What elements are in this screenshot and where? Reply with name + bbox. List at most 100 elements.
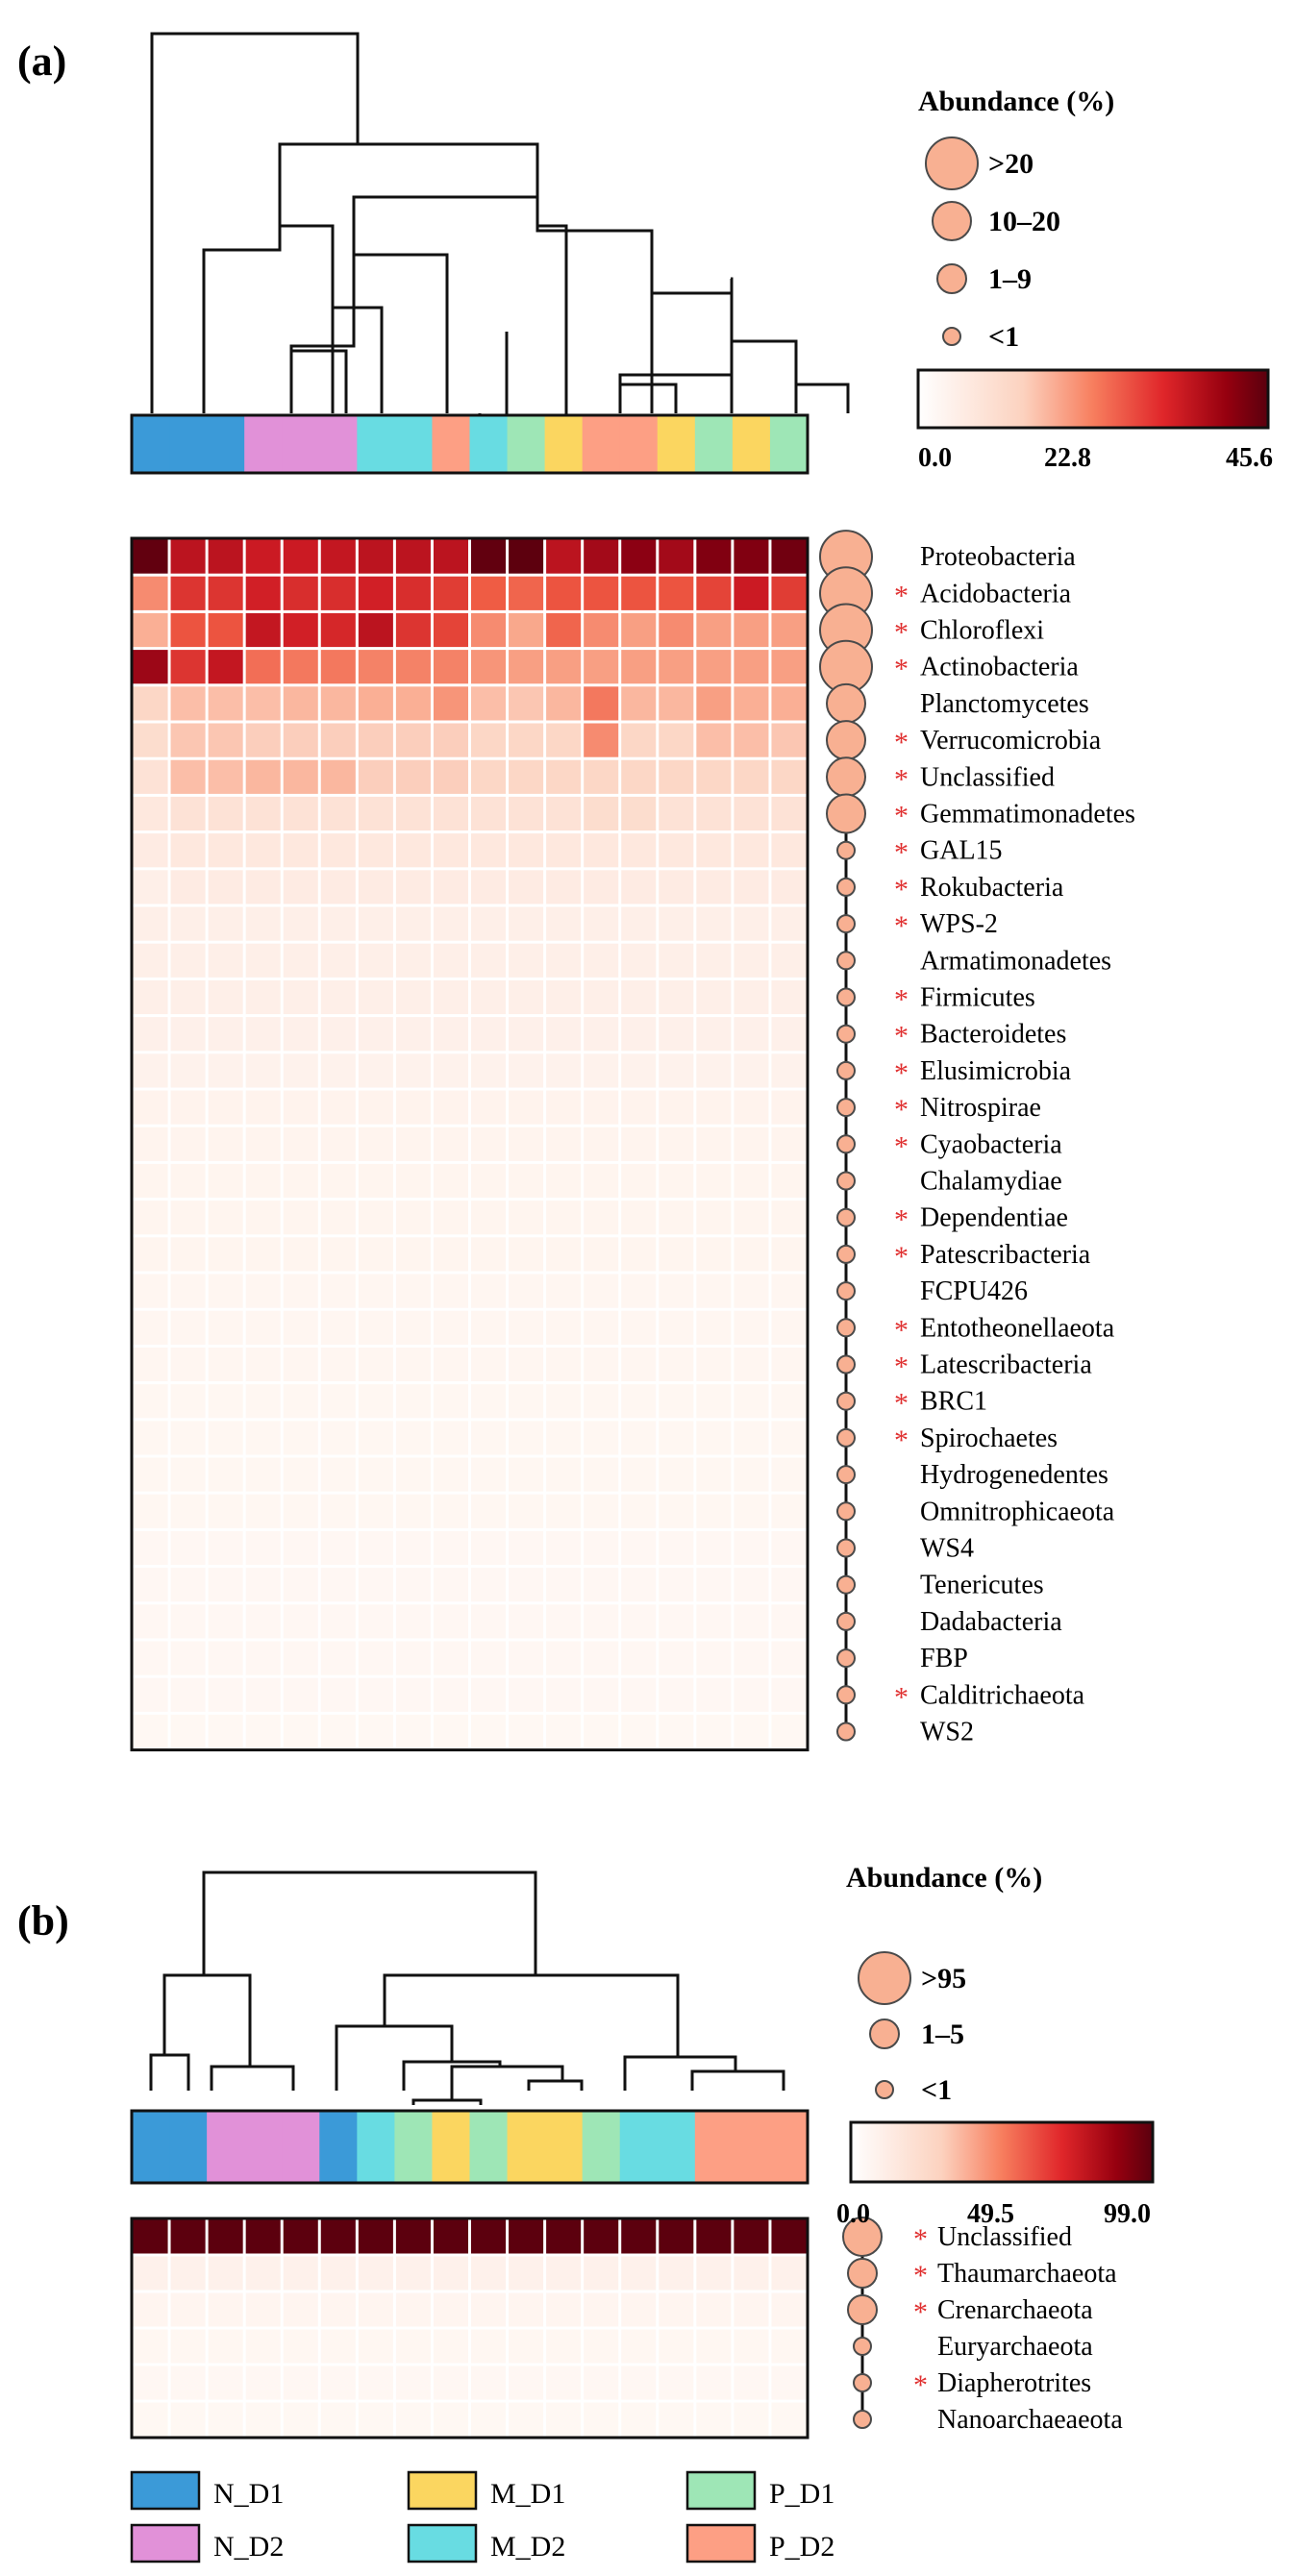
heatmap-cell [471,2365,507,2400]
heatmap-cell [509,1714,544,1749]
heatmap-cell [133,2219,168,2254]
dendrogram-a [150,32,850,425]
heatmap-cell [283,1053,318,1088]
heatmap-cell [358,1677,393,1712]
sample-group-bar-b [130,2109,809,2185]
heatmap-cell [170,1604,206,1639]
heatmap-cell [734,612,769,648]
heatmap-cell [659,1457,694,1492]
heatmap-cell [320,1274,356,1308]
heatmap-cell [771,2329,807,2364]
heatmap-cell [471,943,507,978]
heatmap-cell [245,1274,281,1308]
heatmap-cell [621,1641,657,1675]
heatmap-cell [621,1163,657,1199]
heatmap-cell [283,2219,318,2254]
heatmap-cell [283,650,318,684]
heatmap-cell [509,1421,544,1455]
heatmap-cell [584,1530,619,1566]
heatmap-cell [584,1384,619,1419]
heatmap-cell [133,576,168,610]
heatmap-cell [546,1201,582,1235]
heatmap-cell [584,723,619,757]
heatmap-cell [320,2256,356,2291]
heatmap-cell [170,1053,206,1088]
heatmap-cell [546,1017,582,1052]
heatmap-cell [734,1494,769,1528]
heatmap-cell [245,796,281,831]
heatmap-cell [133,1421,168,1455]
heatmap-cell [395,1237,431,1272]
heatmap-cell [358,2402,393,2437]
sample-group-cell [544,415,584,473]
heatmap-cell [358,1568,393,1602]
heatmap-cell [133,1090,168,1125]
heatmap-cell [320,2329,356,2364]
abundance-bubble [836,1024,856,1044]
heatmap-cell [471,1530,507,1566]
abundance-bubble [847,2294,878,2325]
heatmap-cell [283,1604,318,1639]
heatmap-cell [471,1090,507,1125]
heatmap-cell [170,2219,206,2254]
phylum-label: Actinobacteria [920,653,1079,682]
sample-group-cell [657,415,696,473]
heatmap-cell [433,2329,468,2364]
heatmap-cell [245,1604,281,1639]
heatmap-border [130,536,809,1752]
abundance-bubble [826,756,866,798]
heatmap-cell [584,1604,619,1639]
heatmap-cell [771,870,807,904]
heatmap-cell [320,870,356,904]
heatmap-cell [395,1127,431,1161]
phylum-label: Unclassified [937,2222,1072,2252]
heatmap-cell [170,979,206,1015]
panel-a-label: (a) [17,37,66,85]
significance-star: * [894,837,909,869]
abundance-bubble [836,951,856,971]
heatmap-cell [208,2219,243,2254]
heatmap-cell [283,1677,318,1712]
abundance-bubble [836,1391,856,1411]
heatmap-cell [208,539,243,574]
heatmap-cell [696,1053,732,1088]
heatmap-cell [771,576,807,610]
heatmap-cell [358,612,393,648]
heatmap-cell [584,2219,619,2254]
heatmap-cell [433,1714,468,1749]
heatmap-cell [133,979,168,1015]
heatmap-cell [283,1347,318,1382]
group-legend-label: N_D2 [213,2531,284,2563]
significance-star: * [894,1388,909,1420]
heatmap-cell [584,1237,619,1272]
heatmap-cell [170,943,206,978]
bubble-legend-marker [869,2019,900,2049]
heatmap-background [132,538,808,1750]
sample-group-cell [282,2111,320,2183]
heatmap-cell [734,1677,769,1712]
heatmap-cell [245,2256,281,2291]
phylum-label: Proteobacteria [920,542,1076,572]
color-scale-min-b: 0.0 [836,2199,870,2229]
heatmap-cell [771,1274,807,1308]
heatmap-cell [584,796,619,831]
heatmap-cell [584,539,619,574]
heatmap-cell [395,1274,431,1308]
abundance-bubble [836,1281,856,1301]
heatmap-cell [283,1568,318,1602]
heatmap-cell [621,539,657,574]
heatmap-cell [471,1677,507,1712]
heatmap-cell [320,650,356,684]
heatmap-cell [208,1053,243,1088]
heatmap-cell [208,1421,243,1455]
heatmap-cell [133,943,168,978]
heatmap-cell [696,943,732,978]
color-scale-bar-a [916,368,1270,430]
heatmap-cell [509,1310,544,1345]
heatmap-cell [358,2256,393,2291]
color-scale-max-a: 45.6 [1226,443,1273,473]
heatmap-cell [771,759,807,794]
heatmap-cell [771,1677,807,1712]
heatmap-cell [433,1053,468,1088]
heatmap-cell [509,833,544,868]
